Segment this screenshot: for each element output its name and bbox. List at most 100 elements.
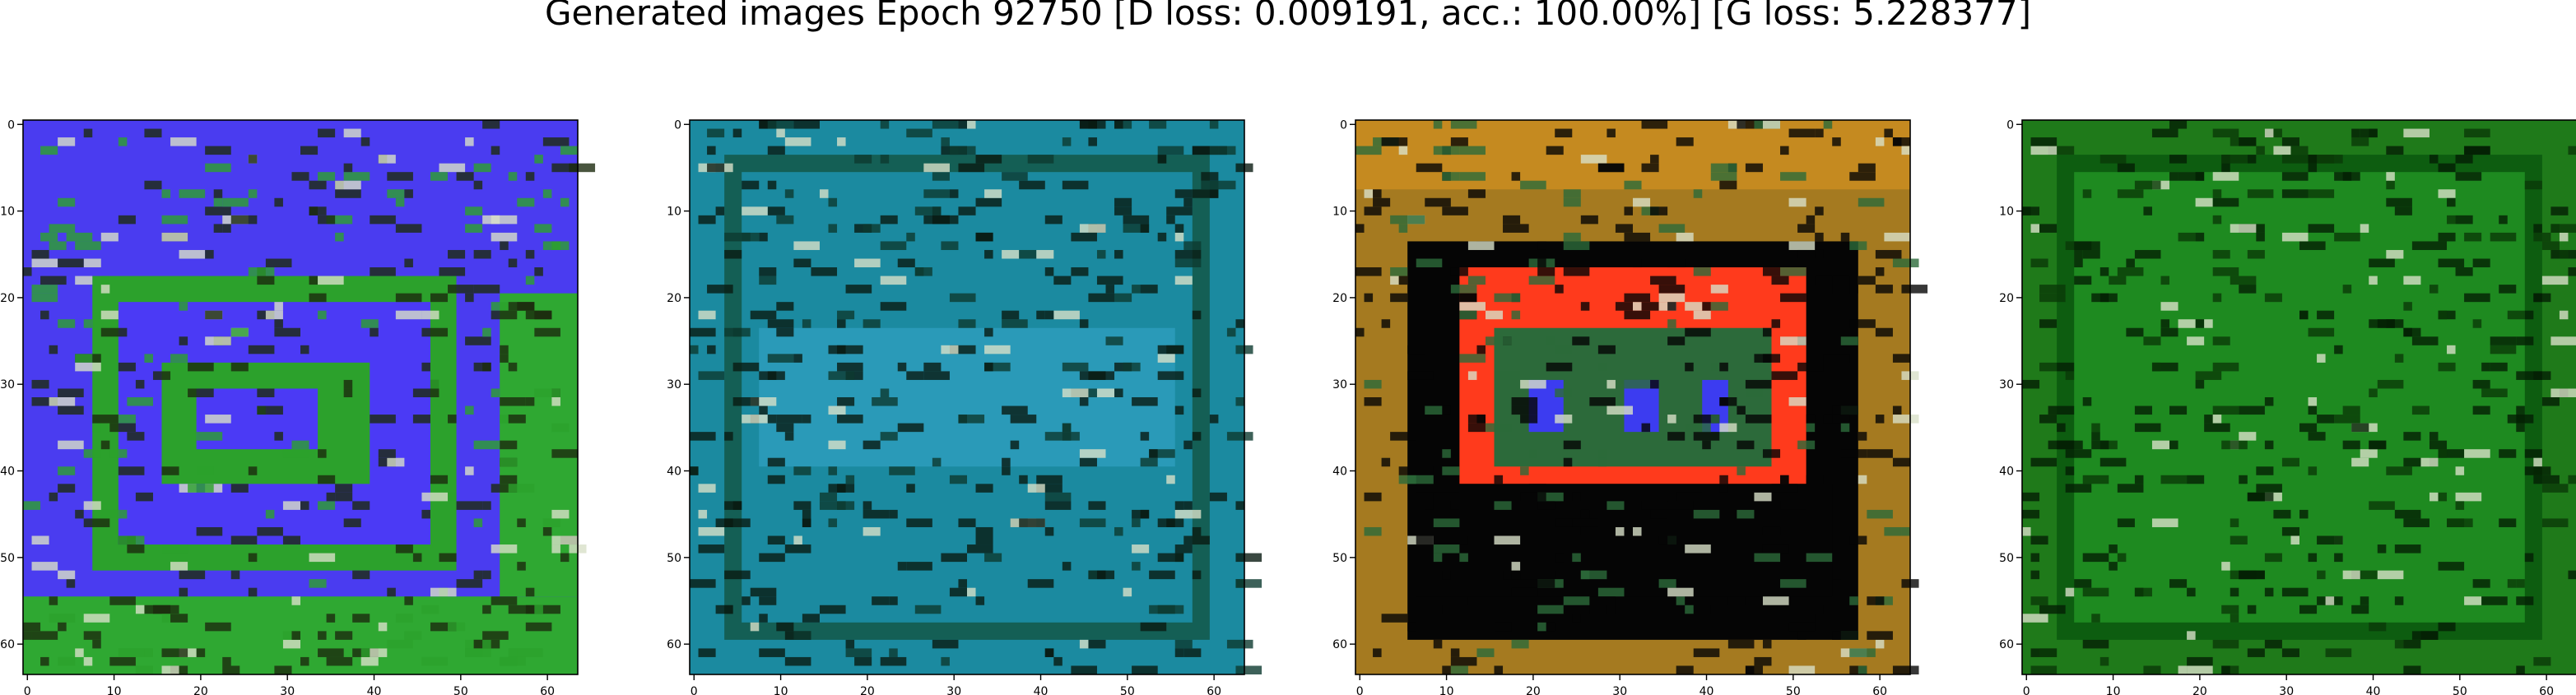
pixel-noise [2151, 440, 2170, 450]
pixel-noise [213, 197, 223, 207]
pixel-noise [759, 120, 768, 129]
pixel-noise [1088, 371, 1115, 380]
pixel-noise [370, 648, 388, 657]
pixel-noise [2039, 293, 2066, 303]
pixel-noise [2334, 232, 2360, 242]
pixel-noise [534, 267, 543, 276]
pixel-noise [2099, 293, 2109, 303]
pixel-noise [1166, 215, 1175, 225]
pixel-noise [1373, 197, 1391, 207]
pixel-noise [1010, 415, 1037, 424]
pixel-noise [318, 449, 327, 458]
pixel-noise [880, 155, 890, 164]
pixel-noise [1132, 397, 1158, 406]
pixel-noise [1710, 163, 1737, 173]
pixel-noise [500, 440, 518, 450]
pixel-noise [742, 180, 760, 190]
pixel-noise [1685, 605, 1711, 614]
pixel-noise [2308, 405, 2318, 415]
pixel-noise [1044, 432, 1072, 441]
pixel-noise [984, 345, 1011, 354]
pixel-noise [58, 622, 67, 632]
pixel-noise [750, 397, 777, 406]
pixel-noise [1390, 432, 1416, 441]
pixel-noise [75, 362, 101, 372]
pixel-noise [767, 206, 785, 215]
pixel-noise [828, 224, 838, 233]
pixel-noise [1105, 285, 1115, 294]
pixel-noise [1555, 128, 1573, 138]
pixel-noise [2281, 137, 2299, 146]
pixel-noise [2117, 518, 2135, 527]
pixel-noise [1823, 120, 1833, 129]
pixel-noise [1615, 224, 1633, 233]
pixel-noise [2438, 449, 2465, 458]
pixel-noise [40, 656, 49, 666]
pixel-noise [2195, 371, 2222, 380]
pixel-noise [395, 224, 422, 233]
pixel-noise [1364, 189, 1374, 198]
pixel-noise [906, 371, 924, 380]
pixel-noise [2082, 249, 2100, 259]
pixel-noise [1875, 137, 1885, 146]
pixel-noise [118, 648, 145, 657]
pixel-noise [1467, 241, 1495, 250]
pixel-noise [360, 137, 370, 146]
pixel-noise [2429, 440, 2448, 450]
pixel-noise [1373, 648, 1382, 657]
pixel-noise [31, 535, 49, 545]
pixel-noise [2160, 276, 2170, 285]
pixel-noise [230, 484, 249, 493]
pixel-noise [1607, 379, 1616, 389]
pixel-noise [1476, 415, 1486, 424]
pixel-noise [2230, 535, 2248, 545]
pixel-noise [326, 614, 336, 623]
pixel-noise [1235, 579, 1244, 588]
pixel-noise [1901, 146, 1910, 155]
panel-axes-frame [1355, 119, 1911, 675]
pixel-noise [690, 345, 699, 354]
pixel-noise [2447, 518, 2473, 527]
pixel-noise [335, 631, 353, 640]
pixel-noise [1762, 449, 1781, 458]
pixel-noise [1563, 457, 1573, 467]
pixel-noise [2481, 362, 2490, 372]
pixel-noise [2039, 605, 2066, 614]
pixel-noise [923, 189, 950, 198]
pixel-noise [1183, 535, 1210, 545]
pixel-noise [1788, 665, 1816, 674]
pixel-noise [1174, 405, 1184, 415]
pixel-noise [2490, 232, 2517, 242]
pixel-noise [1685, 362, 1694, 372]
pixel-noise [2377, 379, 2404, 389]
pixel-noise [335, 484, 353, 493]
pixel-noise [784, 137, 811, 146]
pixel-noise [1633, 526, 1642, 536]
pixel-noise [984, 249, 993, 259]
pixel-noise [1641, 501, 1668, 510]
pixel-noise [2299, 241, 2326, 250]
pixel-noise [1355, 327, 1365, 337]
pixel-noise [698, 371, 725, 380]
pixel-noise [889, 466, 915, 475]
pixel-noise [949, 189, 959, 198]
y-tick-label: 60 [0, 638, 15, 651]
pixel-noise [854, 155, 872, 164]
pixel-noise [2281, 648, 2299, 657]
pixel-noise [2541, 397, 2560, 406]
pixel-noise [2039, 285, 2066, 294]
pixel-noise [2151, 128, 2178, 138]
pixel-noise [430, 293, 449, 303]
pixel-noise [1780, 172, 1806, 181]
pixel-noise [1355, 224, 1365, 233]
pixel-noise [1123, 224, 1150, 233]
pixel-noise [2134, 180, 2161, 190]
pixel-noise [179, 302, 188, 311]
pixel-noise [2048, 146, 2075, 155]
pixel-noise [2212, 293, 2222, 303]
pixel-noise [1537, 622, 1546, 632]
pixel-noise [92, 639, 101, 649]
pixel-noise [2239, 285, 2257, 294]
pixel-noise [421, 605, 439, 614]
